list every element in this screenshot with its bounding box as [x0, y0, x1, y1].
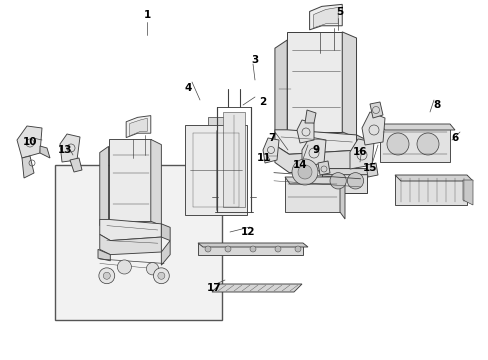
Polygon shape: [129, 118, 147, 136]
Polygon shape: [108, 139, 150, 221]
Polygon shape: [17, 126, 42, 158]
Circle shape: [117, 260, 131, 274]
Polygon shape: [207, 117, 224, 125]
Polygon shape: [198, 243, 303, 255]
Polygon shape: [349, 139, 373, 169]
Polygon shape: [100, 220, 161, 240]
Polygon shape: [379, 124, 454, 130]
Circle shape: [274, 246, 281, 252]
Polygon shape: [356, 135, 366, 154]
Polygon shape: [394, 175, 466, 205]
Polygon shape: [379, 124, 449, 162]
Polygon shape: [309, 4, 342, 30]
Polygon shape: [274, 145, 356, 173]
Polygon shape: [285, 177, 339, 212]
Circle shape: [294, 246, 301, 252]
Polygon shape: [126, 116, 150, 138]
Polygon shape: [161, 224, 170, 240]
Circle shape: [249, 246, 256, 252]
Text: 7: 7: [268, 133, 275, 143]
Circle shape: [297, 165, 311, 179]
Polygon shape: [285, 177, 345, 184]
Circle shape: [204, 246, 210, 252]
Circle shape: [224, 246, 230, 252]
Text: 9: 9: [312, 145, 319, 155]
Text: 1: 1: [143, 10, 150, 20]
Text: 12: 12: [240, 227, 255, 237]
Text: 16: 16: [352, 147, 366, 157]
Polygon shape: [361, 112, 384, 145]
Polygon shape: [302, 137, 325, 167]
Polygon shape: [40, 146, 50, 158]
Circle shape: [291, 159, 317, 185]
Text: 4: 4: [184, 83, 191, 93]
Polygon shape: [212, 284, 302, 292]
Circle shape: [146, 262, 159, 275]
Text: 8: 8: [432, 100, 440, 110]
Circle shape: [346, 173, 363, 189]
Text: 11: 11: [256, 153, 271, 163]
Polygon shape: [223, 112, 244, 207]
Polygon shape: [60, 134, 80, 162]
Polygon shape: [198, 243, 307, 247]
Polygon shape: [365, 163, 377, 177]
Circle shape: [386, 133, 408, 155]
Polygon shape: [274, 40, 286, 138]
Polygon shape: [98, 249, 110, 261]
Text: 6: 6: [450, 133, 458, 143]
Circle shape: [329, 173, 346, 189]
Polygon shape: [161, 240, 170, 265]
Polygon shape: [70, 158, 82, 172]
Circle shape: [158, 272, 164, 279]
Circle shape: [103, 272, 110, 279]
Polygon shape: [394, 175, 472, 181]
Text: 13: 13: [58, 145, 72, 155]
Text: 14: 14: [292, 160, 306, 170]
Polygon shape: [296, 120, 313, 143]
Polygon shape: [305, 110, 315, 123]
Polygon shape: [263, 138, 279, 163]
Polygon shape: [317, 161, 329, 175]
Polygon shape: [342, 32, 356, 138]
Text: 10: 10: [23, 137, 37, 147]
Circle shape: [416, 133, 438, 155]
Text: 2: 2: [259, 97, 266, 107]
Polygon shape: [462, 180, 472, 205]
Polygon shape: [369, 102, 382, 118]
Polygon shape: [22, 156, 34, 178]
Polygon shape: [274, 130, 356, 154]
Circle shape: [99, 268, 115, 284]
Text: 15: 15: [362, 163, 376, 173]
Polygon shape: [313, 8, 338, 28]
Circle shape: [153, 268, 169, 284]
Polygon shape: [339, 177, 345, 219]
Text: 3: 3: [251, 55, 258, 65]
Polygon shape: [100, 234, 161, 255]
Polygon shape: [321, 168, 366, 193]
Polygon shape: [286, 32, 342, 132]
Text: 17: 17: [206, 283, 221, 293]
Polygon shape: [321, 168, 376, 175]
Bar: [55, 165, 222, 320]
Polygon shape: [100, 147, 108, 226]
Text: 5: 5: [336, 7, 343, 17]
Polygon shape: [184, 125, 246, 215]
Polygon shape: [150, 139, 161, 226]
